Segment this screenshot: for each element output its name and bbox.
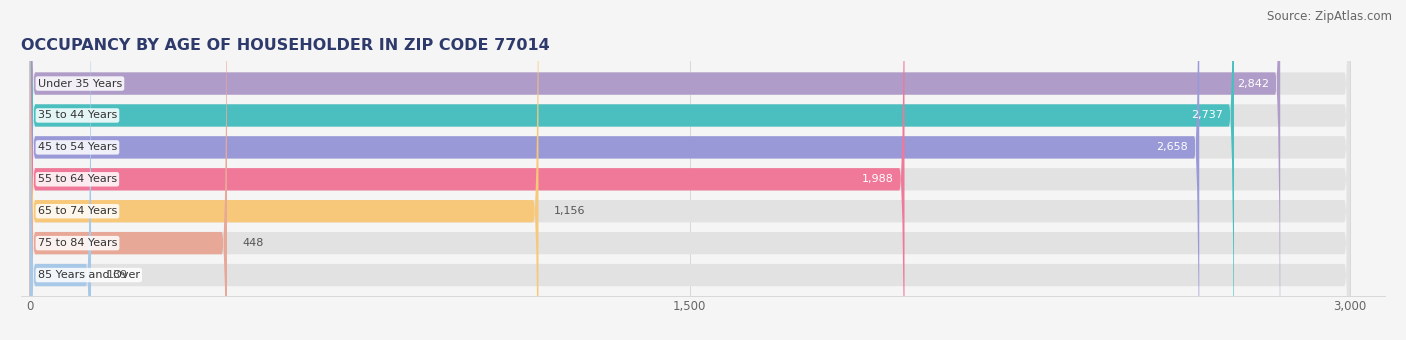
Text: 85 Years and Over: 85 Years and Over xyxy=(38,270,139,280)
FancyBboxPatch shape xyxy=(30,0,1234,340)
FancyBboxPatch shape xyxy=(30,0,1350,340)
FancyBboxPatch shape xyxy=(30,0,904,340)
Text: 139: 139 xyxy=(107,270,128,280)
Text: 35 to 44 Years: 35 to 44 Years xyxy=(38,110,117,120)
Text: Source: ZipAtlas.com: Source: ZipAtlas.com xyxy=(1267,10,1392,23)
Text: 55 to 64 Years: 55 to 64 Years xyxy=(38,174,117,184)
FancyBboxPatch shape xyxy=(30,0,1350,340)
FancyBboxPatch shape xyxy=(30,0,91,340)
Text: 75 to 84 Years: 75 to 84 Years xyxy=(38,238,117,248)
Text: 45 to 54 Years: 45 to 54 Years xyxy=(38,142,117,152)
FancyBboxPatch shape xyxy=(30,0,1350,340)
FancyBboxPatch shape xyxy=(30,0,1281,340)
Text: Under 35 Years: Under 35 Years xyxy=(38,79,122,88)
Text: 2,842: 2,842 xyxy=(1237,79,1270,88)
FancyBboxPatch shape xyxy=(30,0,1350,340)
Text: 1,156: 1,156 xyxy=(554,206,585,216)
Text: 1,988: 1,988 xyxy=(862,174,893,184)
Text: 65 to 74 Years: 65 to 74 Years xyxy=(38,206,117,216)
FancyBboxPatch shape xyxy=(30,0,1350,340)
FancyBboxPatch shape xyxy=(30,0,1199,340)
Text: OCCUPANCY BY AGE OF HOUSEHOLDER IN ZIP CODE 77014: OCCUPANCY BY AGE OF HOUSEHOLDER IN ZIP C… xyxy=(21,38,550,53)
FancyBboxPatch shape xyxy=(30,0,1350,340)
FancyBboxPatch shape xyxy=(30,0,538,340)
Text: 2,737: 2,737 xyxy=(1191,110,1223,120)
FancyBboxPatch shape xyxy=(30,0,226,340)
Text: 448: 448 xyxy=(242,238,264,248)
Text: 2,658: 2,658 xyxy=(1157,142,1188,152)
FancyBboxPatch shape xyxy=(30,0,1350,340)
